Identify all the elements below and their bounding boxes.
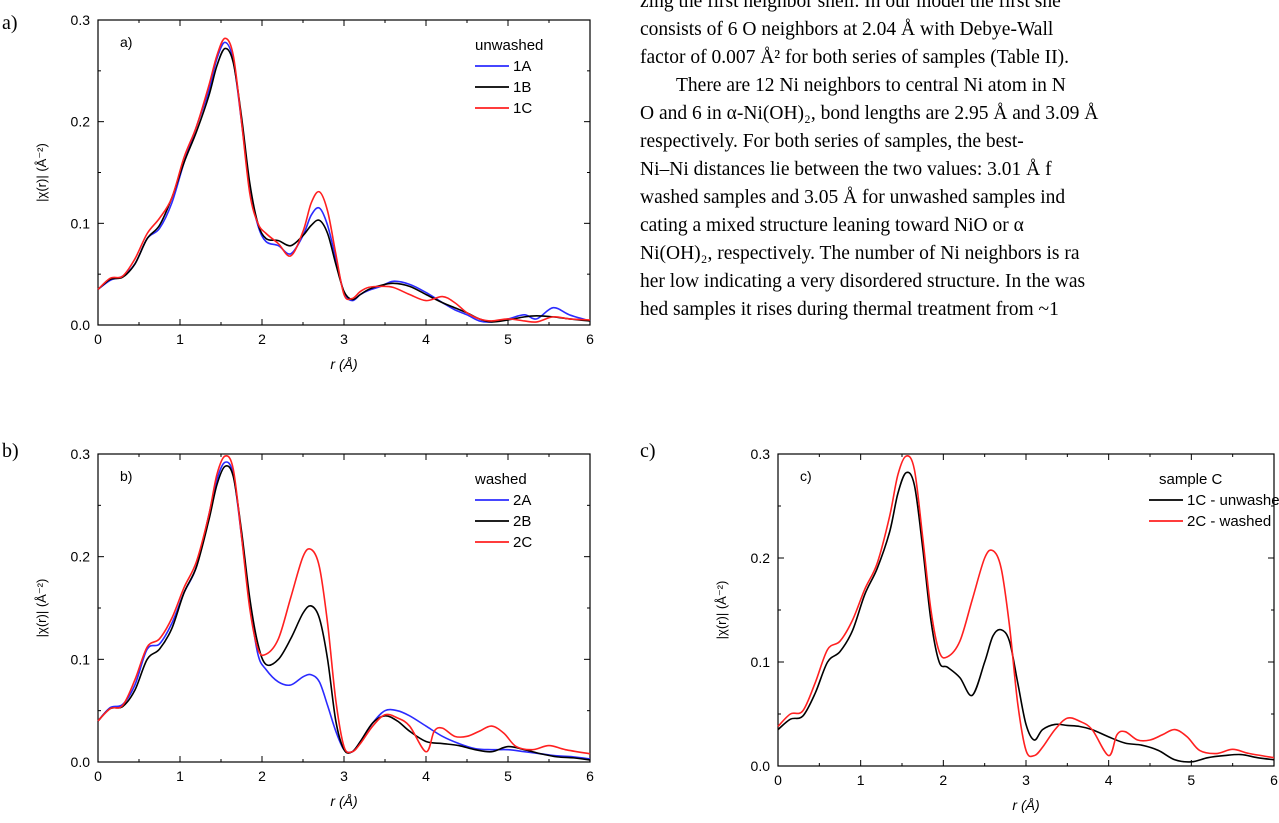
text-line: zing the first neighbor shell. In our mo… <box>640 0 1061 12</box>
panel-label-a: a) <box>2 12 18 34</box>
series-line <box>97 465 591 761</box>
x-tick-label: 2 <box>939 772 947 788</box>
chart-a: 0 1 2 3 4 5 6 0.0 0.1 0.2 0.3 r (Å) |χ(r)| (Å⁻²) a) un… <box>34 12 594 372</box>
y-tick-label: 0.1 <box>71 651 91 667</box>
y-axis-label: |χ(r)| (Å⁻²) <box>714 581 729 640</box>
x-tick-label: 1 <box>176 768 184 784</box>
legend-entry: 1C <box>513 100 532 117</box>
x-tick-label: 5 <box>1187 772 1195 788</box>
y-tick-label: 0.0 <box>751 758 771 774</box>
text-line: Ni–Ni distances lie between the two valu… <box>640 159 1052 180</box>
text-line: hed samples it rises during thermal trea… <box>640 299 1059 320</box>
series-line <box>97 37 591 323</box>
series-line <box>777 471 1275 763</box>
text-line: her low indicating a very disordered str… <box>640 271 1086 292</box>
panel-label-b: b) <box>2 440 19 462</box>
y-tick-label: 0.2 <box>71 549 91 565</box>
x-tick-label: 5 <box>504 331 512 347</box>
body-text: zing the first neighbor shell. In our mo… <box>640 0 1279 324</box>
x-tick-label: 1 <box>176 331 184 347</box>
chart-b: 0 1 2 3 4 5 6 0.0 0.1 0.2 0.3 r (Å) |χ(r)| (Å⁻²) b) wa… <box>34 446 594 809</box>
x-axis-label: r (Å) <box>1012 797 1039 813</box>
x-tick-label: 0 <box>774 772 782 788</box>
y-tick-label: 0.3 <box>71 12 91 28</box>
legend-title: unwashed <box>475 37 543 54</box>
x-tick-label: 1 <box>857 772 865 788</box>
legend-entry: 2B <box>513 513 531 530</box>
y-tick-label: 0.3 <box>751 446 771 462</box>
legend-entry: 2C - washed <box>1187 513 1271 530</box>
x-axis-label: r (Å) <box>330 356 357 372</box>
text-line: There are 12 Ni neighbors to central Ni … <box>676 75 1066 96</box>
x-tick-label: 4 <box>422 768 430 784</box>
series-line <box>97 455 591 755</box>
y-axis-label: |χ(r)| (Å⁻²) <box>34 143 49 202</box>
x-tick-label: 5 <box>504 768 512 784</box>
legend-entry: 1B <box>513 79 531 96</box>
x-tick-label: 6 <box>586 768 594 784</box>
legend-title: sample C <box>1159 471 1223 488</box>
x-tick-label: 3 <box>340 768 348 784</box>
chart-inner-label: c) <box>800 468 812 484</box>
chart-inner-label: b) <box>120 468 132 484</box>
legend-entry: 1A <box>513 58 531 75</box>
legend-entry: 2C <box>513 534 532 551</box>
y-tick-label: 0.0 <box>71 317 91 333</box>
x-tick-label: 3 <box>340 331 348 347</box>
text-line: factor of 0.007 Å² for both series of sa… <box>640 47 1070 68</box>
y-tick-label: 0.3 <box>71 446 91 462</box>
x-tick-label: 0 <box>94 331 102 347</box>
x-tick-label: 3 <box>1022 772 1030 788</box>
y-tick-label: 0.0 <box>71 754 91 770</box>
chart-inner-label: a) <box>120 34 132 50</box>
text-line: respectively. For both series of samples… <box>640 131 1024 152</box>
x-tick-label: 2 <box>258 331 266 347</box>
legend-title: washed <box>474 471 527 488</box>
y-tick-label: 0.1 <box>751 654 771 670</box>
text-line: consists of 6 O neighbors at 2.04 Å with… <box>640 19 1054 40</box>
series-line <box>777 455 1275 759</box>
x-tick-label: 4 <box>1105 772 1113 788</box>
x-tick-label: 4 <box>422 331 430 347</box>
text-line: washed samples and 3.05 Å for unwashed s… <box>640 187 1066 208</box>
legend-entry: 2A <box>513 492 531 509</box>
y-axis-label: |χ(r)| (Å⁻²) <box>34 579 49 638</box>
x-tick-label: 6 <box>586 331 594 347</box>
x-tick-label: 6 <box>1270 772 1278 788</box>
y-tick-label: 0.1 <box>71 215 91 231</box>
x-tick-label: 2 <box>258 768 266 784</box>
text-line: Ni(OH)₂, respectively. The number of Ni … <box>640 243 1080 264</box>
legend-entry: 1C - unwashed <box>1187 492 1279 509</box>
y-tick-label: 0.2 <box>751 550 771 566</box>
panel-label-c: c) <box>640 440 656 462</box>
text-line: O and 6 in α-Ni(OH)₂, bond lengths are 2… <box>640 103 1099 124</box>
x-axis-label: r (Å) <box>330 793 357 809</box>
text-line: cating a mixed structure leaning toward … <box>640 215 1024 236</box>
x-tick-label: 0 <box>94 768 102 784</box>
y-tick-label: 0.2 <box>71 114 91 130</box>
